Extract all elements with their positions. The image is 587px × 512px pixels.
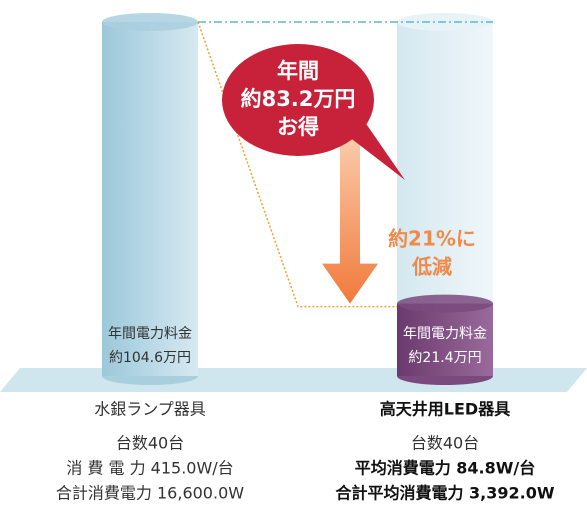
cylinder [102,13,198,385]
spec-line: 合計消費電力 16,600.0W [56,484,244,503]
value-caption: 年間電力料金 [403,326,487,342]
category-label: 水銀ランプ器具 [94,400,206,419]
spec-line: 台数40台 [116,434,184,453]
spec-line: 平均消費電力 84.8W/台 [355,459,536,478]
reduction-arrow [322,95,378,304]
spec-line: 合計平均消費電力 3,392.0W [335,484,554,503]
cylinder-body [102,22,198,376]
value-label: 約104.6万円 [109,350,191,366]
category-label: 高天井用LED器具 [380,400,510,419]
savings-callout: 年間 約83.2万円 お得 [222,44,405,180]
cylinder-body [397,303,493,376]
spec-line: 消 費 電 力 415.0W/台 [66,459,233,478]
reduction-note: 低減 [411,255,452,279]
value-label: 約21.4万円 [408,350,481,366]
floor [0,368,587,392]
callout-text: 年間 [277,59,319,83]
cylinder-top [102,13,198,31]
callout-text: お得 [277,115,319,139]
callout-text: 約83.2万円 [241,87,356,111]
cylinder-top [397,294,493,313]
cylinder [397,294,493,385]
value-caption: 年間電力料金 [108,326,192,342]
spec-line: 台数40台 [411,434,479,453]
reduction-note: 約21%に [388,227,476,251]
